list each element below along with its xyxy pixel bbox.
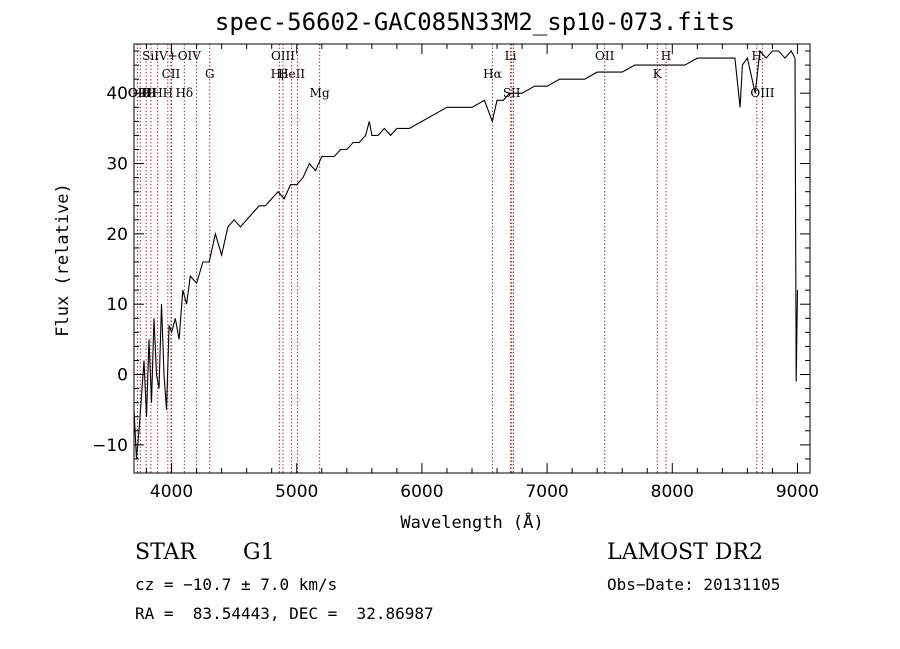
plot-frame <box>133 43 811 474</box>
spectral-line-label-16: Hα <box>483 67 502 81</box>
spectral-line-label-23: H <box>752 49 762 63</box>
x-axis: 4000 5000 6000 7000 8000 9000 <box>146 44 819 502</box>
spectral-line-label-17: Li <box>505 49 517 63</box>
spectral-line-label-8: CII <box>162 67 181 81</box>
y-tick-label-0: 0 <box>117 366 128 386</box>
obs-date: Obs−Date: 20131105 <box>607 575 781 594</box>
spectral-line-label-13: HeII <box>278 67 305 81</box>
x-tick-label-9000: 9000 <box>776 482 819 502</box>
y-tick-label-40: 40 <box>106 84 128 104</box>
spectral-line-label-11: Hβ <box>271 67 288 81</box>
object-subclass: G1 <box>243 540 275 565</box>
object-class: STAR <box>135 540 196 565</box>
spectral-line-label-12: OIII <box>271 49 295 63</box>
spectral-line-label-3: H <box>146 86 156 100</box>
spectral-line-label-10: G <box>205 67 215 81</box>
spectral-line-label-15: Mg <box>310 86 330 100</box>
y-axis-label: Flux (relative) <box>53 183 73 337</box>
y-tick-label-10: 10 <box>106 295 128 315</box>
y-axis: −10 0 10 20 30 40 <box>92 50 810 474</box>
redshift-info: cz = −10.7 ± 7.0 km/s <box>135 575 338 594</box>
spectrum-series <box>133 49 799 459</box>
spectral-line-label-4: H <box>152 86 162 100</box>
spectral-line-label-22: H <box>661 49 671 63</box>
y-tick-label-30: 30 <box>106 155 128 175</box>
spectral-line-label-20: OII <box>595 49 615 63</box>
spectral-line-label-7: SiIV+OIV <box>142 49 201 63</box>
y-tick-label-20: 20 <box>106 225 128 245</box>
spectral-line-label-24: OIII <box>750 86 774 100</box>
x-tick-label-7000: 7000 <box>525 482 568 502</box>
y-tick-label--10: −10 <box>92 436 128 456</box>
x-tick-label-4000: 4000 <box>150 482 193 502</box>
spectral-line-label-6: Hδ <box>175 86 193 100</box>
coordinates: RA = 83.54443, DEC = 32.86987 <box>135 604 434 623</box>
x-axis-label: Wavelength (Å) <box>400 511 543 533</box>
spectral-line-label-21: K <box>653 67 663 81</box>
survey-name: LAMOST DR2 <box>607 540 763 565</box>
x-tick-label-6000: 6000 <box>400 482 443 502</box>
chart-title: spec-56602-GAC085N33M2_sp10-073.fits <box>214 8 736 36</box>
spectral-line-label-5: H <box>163 86 173 100</box>
series-line-0 <box>133 49 799 459</box>
x-tick-label-8000: 8000 <box>651 482 694 502</box>
spectral-line-label-2: H <box>141 86 151 100</box>
x-tick-label-5000: 5000 <box>275 482 318 502</box>
